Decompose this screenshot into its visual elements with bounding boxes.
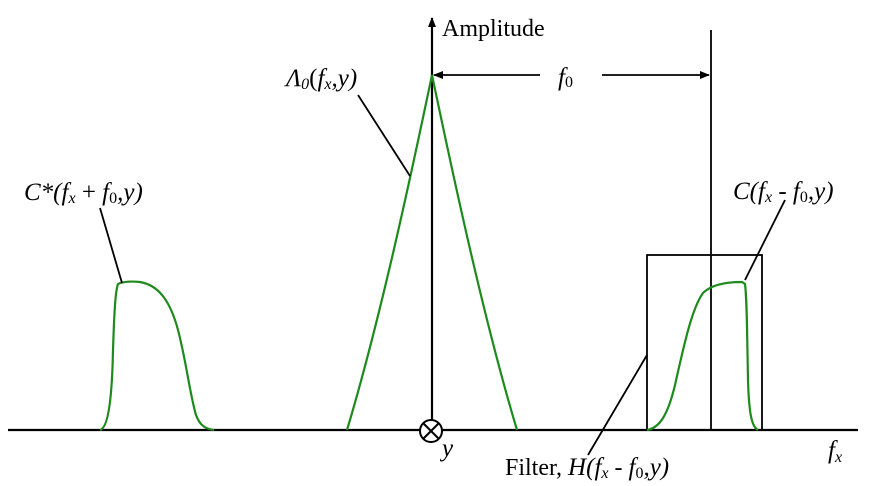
right-sideband-label-sub2: 0 [800,189,808,206]
central-peak-label: Λ0(fx,y) [284,65,357,93]
horizontal-axis-label-sub: x [834,449,842,466]
filter-label-rest: ,y) [643,454,669,481]
origin-cross-icon [419,419,443,443]
filter-label-f1: f [594,454,604,481]
central-peak-leader [357,94,411,177]
central-peak-label-main: Λ [284,65,301,92]
origin-label: y [439,435,454,462]
right-sideband-curve [646,280,759,432]
right-sideband-label-f1: f [758,178,768,205]
vertical-axis-label: Amplitude [442,16,545,42]
left-sideband-label-sub1: x [67,190,75,207]
filter-leader [587,354,648,456]
filter-label-sub1: x [600,465,608,482]
right-sideband-label-rest: ,y) [808,178,834,205]
left-sideband-label-f1: f [62,179,72,206]
right-sideband-label-sub1: x [764,189,772,206]
spacing-label-sub: 0 [565,74,573,91]
filter-label-mid: - [609,455,629,481]
central-peak-label-rest: ,y) [332,65,358,92]
left-sideband-leader [99,207,123,284]
left-sideband-label-f2: f [102,179,112,206]
left-sideband-label-rest: ,y) [117,179,143,206]
filter-label-word: Filter, [505,455,568,481]
right-sideband-leader [744,199,786,281]
central-peak-label-f: f [317,65,327,92]
filter-label: Filter, H(fx - f0,y) [505,454,669,482]
right-sideband-label-pre: C( [733,178,760,205]
left-sideband-label-mid: + [76,179,103,206]
horizontal-axis-label: fx [828,437,842,466]
spacing-label-f: f [558,64,568,91]
filter-label-sub2: 0 [635,465,643,482]
right-sideband-label-f2: f [793,178,803,205]
central-peak-curve [345,74,519,431]
left-sideband-label-sub2: 0 [109,190,117,207]
central-peak-label-paren: ( [309,65,317,92]
right-sideband-label: C(fx - f0,y) [733,178,834,206]
filter-label-h: H( [567,454,596,481]
spacing-label: f0 [558,64,573,91]
right-sideband-label-mid: - [772,178,793,205]
horizontal-axis-label-f: f [828,437,838,464]
left-sideband-label-pre: C*( [24,179,63,206]
filter-window [646,254,763,431]
left-sideband-curve [99,280,215,432]
central-peak-label-sub1: 0 [301,76,309,93]
left-sideband-label: C*(fx + f0,y) [24,179,143,207]
filter-label-f2: f [629,454,639,481]
central-peak-label-sub2: x [323,76,331,93]
